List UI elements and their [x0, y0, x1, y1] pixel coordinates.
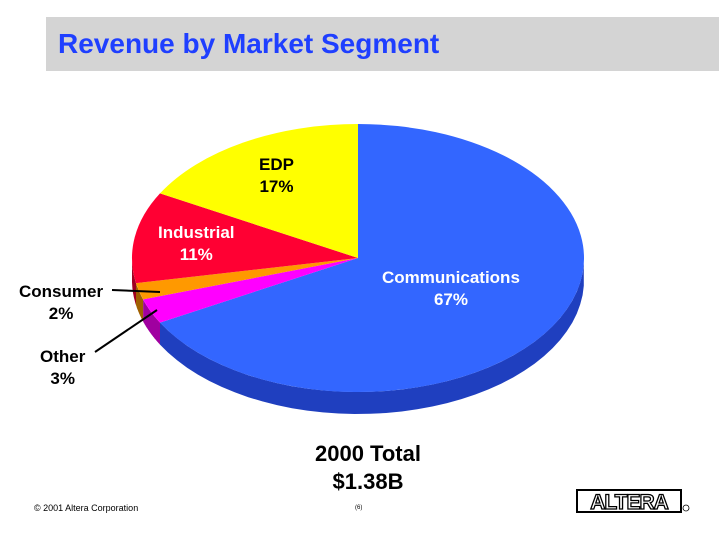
slice-label-edp: EDP 17%: [259, 155, 294, 196]
pie-slice-other: [143, 258, 358, 323]
pie-side-industrial: [132, 258, 136, 306]
slice-label-consumer: Consumer 2%: [19, 282, 104, 323]
pie-side-other: [143, 299, 160, 345]
total-title: 2000 Total: [315, 441, 421, 466]
copyright-text: © 2001 Altera Corporation: [34, 503, 139, 513]
slice-label-industrial: Industrial 11%: [158, 223, 235, 264]
slice-label-communications: Communications 67%: [382, 268, 520, 309]
slice-label-other: Other 3%: [40, 347, 86, 388]
pie-slice-edp: [160, 124, 358, 258]
total-label: 2000 Total $1.38B: [288, 440, 448, 496]
logo-text: ALTERA: [590, 491, 668, 514]
pie-slice-industrial: [132, 193, 358, 284]
leader-line-consumer: [111, 289, 161, 293]
pie-slice-consumer: [136, 258, 358, 300]
pie-side-communications: [160, 263, 584, 414]
page-number: (6): [355, 505, 363, 511]
page-title: Revenue by Market Segment: [58, 28, 440, 59]
pie-side-consumer: [136, 283, 144, 322]
title-bar: [46, 17, 719, 71]
total-value: $1.38B: [332, 469, 404, 494]
leader-line-other: [94, 309, 158, 353]
altera-logo: ALTERA: [576, 489, 690, 515]
pie-slice-communications: [160, 124, 585, 392]
